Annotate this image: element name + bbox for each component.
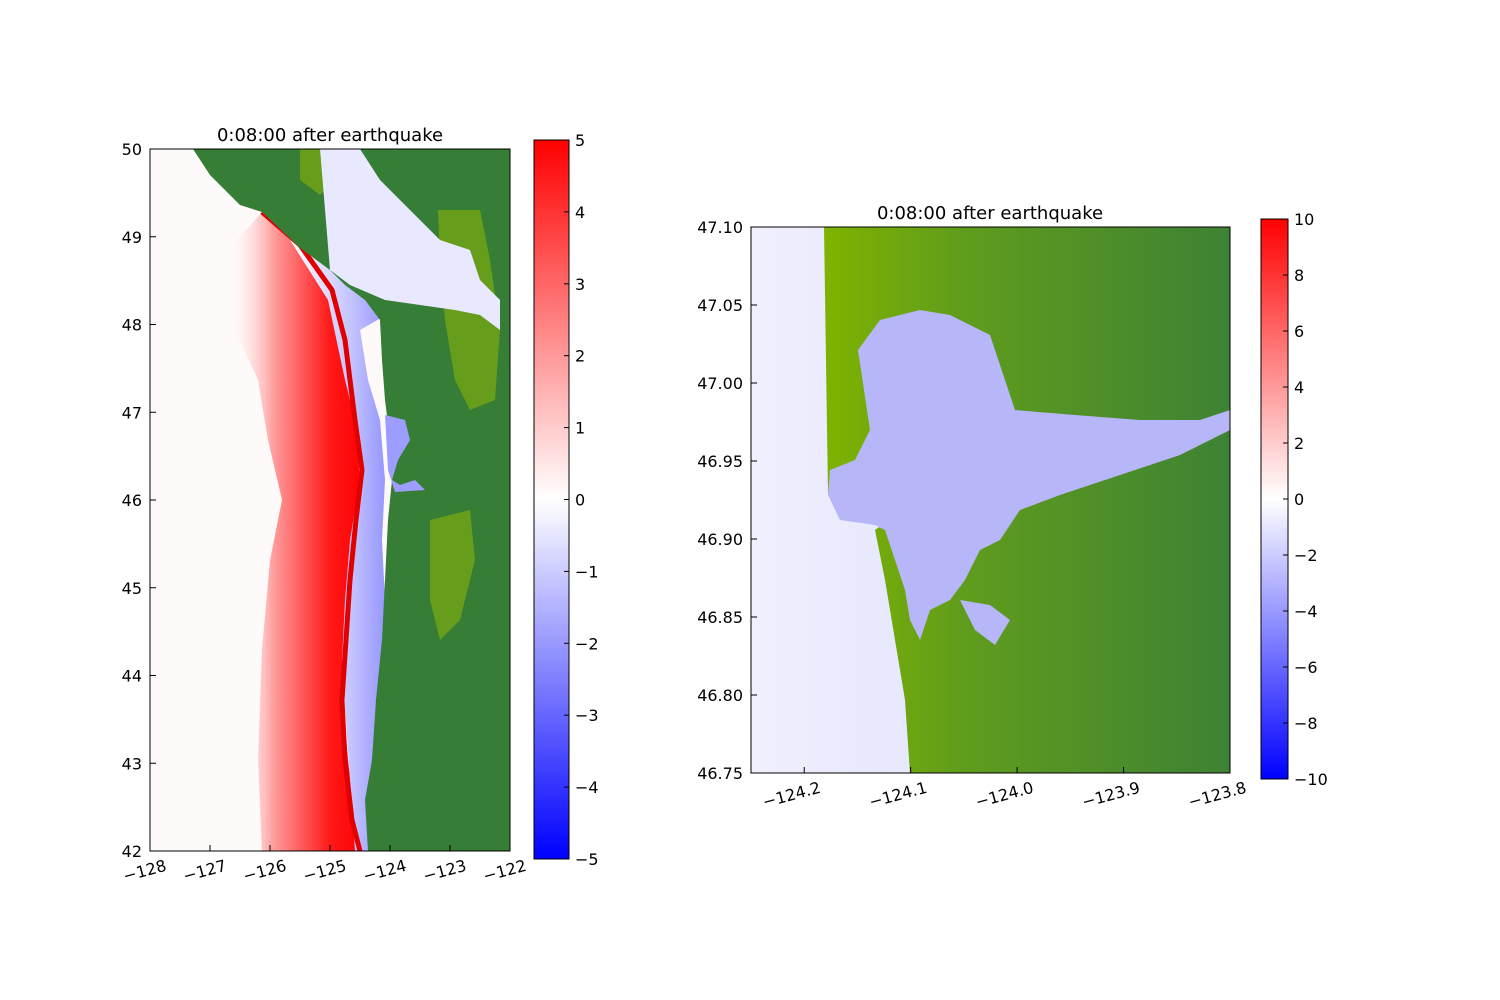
left-colorbar-tick-label: −1 (575, 562, 599, 581)
left-map-y-axis: 42 43 44 45 46 47 48 49 50 (122, 140, 156, 861)
right-y-tick-label: 46.75 (697, 764, 743, 783)
right-x-tick-label: −124.2 (761, 778, 823, 812)
right-colorbar-tick-label: 6 (1294, 322, 1304, 341)
right-colorbar-tick-label: −8 (1294, 714, 1318, 733)
left-map-inland-water (320, 149, 500, 330)
right-colorbar-tick-label: −10 (1294, 770, 1328, 789)
left-y-tick-label: 46 (122, 491, 142, 510)
left-colorbar-tick-label: −3 (575, 706, 599, 725)
left-colorbar: 5 4 3 2 1 0 −1 −2 −3 −4 −5 (533, 131, 599, 869)
right-x-tick-label: −124.1 (867, 778, 929, 812)
right-y-tick-label: 46.80 (697, 686, 743, 705)
right-colorbar-tick-label: −6 (1294, 658, 1318, 677)
left-map-bay (385, 415, 425, 492)
left-x-tick-label: −127 (181, 856, 228, 886)
left-colorbar-tick-label: 0 (575, 491, 585, 510)
left-map-title: 0:08:00 after earthquake (217, 125, 443, 146)
right-map-field (751, 227, 1230, 773)
left-y-tick-label: 50 (122, 140, 142, 159)
left-colorbar-tick-label: −2 (575, 634, 599, 653)
right-x-tick-label: −123.8 (1186, 778, 1248, 812)
left-y-tick-label: 43 (122, 754, 142, 773)
right-x-tick-label: −124.0 (973, 778, 1035, 812)
left-colorbar-ticks: 5 4 3 2 1 0 −1 −2 −3 −4 −5 (564, 131, 599, 869)
left-map-land (193, 149, 510, 851)
left-x-tick-label: −122 (481, 856, 528, 886)
left-map-panel: 0:08:00 after earthquake −128 −127 −126 −12… (121, 125, 528, 886)
right-y-tick-label: 47.10 (697, 218, 743, 237)
right-map-x-axis: −124.2 −124.1 −124.0 −123.9 −123.8 (761, 767, 1248, 812)
left-x-tick-label: −124 (361, 856, 408, 886)
right-map-title: 0:08:00 after earthquake (877, 203, 1103, 224)
left-map-field (150, 149, 510, 851)
left-y-tick-label: 48 (122, 316, 142, 335)
right-colorbar-tick-label: 2 (1294, 434, 1304, 453)
left-colorbar-tick-label: 4 (575, 203, 585, 222)
right-x-tick-label: −123.9 (1080, 778, 1142, 812)
right-colorbar-tick-label: −4 (1294, 602, 1318, 621)
right-map-panel: 0:08:00 after earthquake −124.2 −124.1 −12… (697, 203, 1248, 812)
left-colorbar-tick-label: −4 (575, 778, 599, 797)
right-y-tick-label: 46.85 (697, 608, 743, 627)
left-map-wave-trough (290, 240, 430, 851)
left-x-tick-label: −125 (301, 856, 348, 886)
right-y-tick-label: 47.05 (697, 296, 743, 315)
right-colorbar-ticks: 10 8 6 4 2 0 −2 −4 −6 −8 −10 (1283, 210, 1328, 789)
left-colorbar-tick-label: 1 (575, 419, 585, 438)
right-map-y-axis: 46.75 46.80 46.85 46.90 46.95 47.00 47.05 47.10 (697, 218, 757, 783)
right-colorbar-tick-label: 8 (1294, 266, 1304, 285)
right-y-tick-label: 46.95 (697, 452, 743, 471)
left-map-wave-crest (225, 212, 364, 851)
left-y-tick-label: 47 (122, 403, 142, 422)
right-colorbar-tick-label: −2 (1294, 546, 1318, 565)
left-y-tick-label: 44 (122, 667, 142, 686)
left-x-tick-label: −126 (241, 856, 288, 886)
left-colorbar-gradient (533, 139, 570, 860)
right-y-tick-label: 47.00 (697, 374, 743, 393)
left-y-tick-label: 42 (122, 842, 142, 861)
right-colorbar-tick-label: 0 (1294, 490, 1304, 509)
right-colorbar-tick-label: 4 (1294, 378, 1304, 397)
left-colorbar-tick-label: 2 (575, 347, 585, 366)
left-colorbar-tick-label: 3 (575, 275, 585, 294)
right-map-frame (750, 226, 1231, 774)
right-y-tick-label: 46.90 (697, 530, 743, 549)
right-colorbar-tick-label: 10 (1294, 210, 1314, 229)
left-x-tick-label: −123 (421, 856, 468, 886)
left-y-tick-label: 49 (122, 228, 142, 247)
right-colorbar: 10 8 6 4 2 0 −2 −4 −6 −8 −10 (1260, 210, 1328, 789)
left-map-crest-line (260, 210, 365, 851)
right-map-estuary (960, 600, 1010, 645)
left-y-tick-label: 45 (122, 579, 142, 598)
left-colorbar-tick-label: 5 (575, 131, 585, 150)
left-colorbar-tick-label: −5 (575, 850, 599, 869)
right-map-bay (828, 310, 1230, 640)
